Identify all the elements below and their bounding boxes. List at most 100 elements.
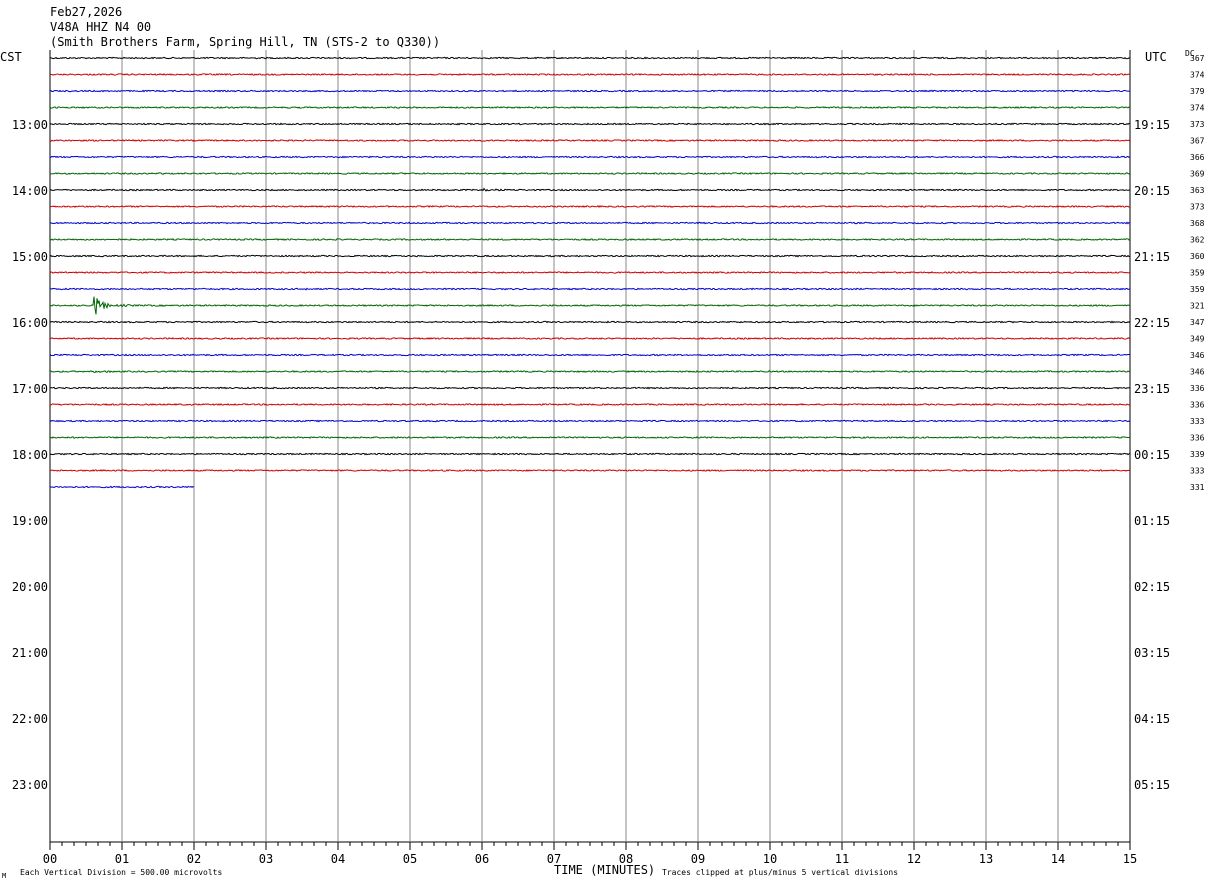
grid xyxy=(49,50,1131,850)
right-hour-label: 02:15 xyxy=(1134,580,1170,594)
x-tick-label: 13 xyxy=(979,852,993,866)
x-axis-title: TIME (MINUTES) xyxy=(554,863,655,877)
seismic-trace xyxy=(49,56,1131,60)
dc-offset-label: 339 xyxy=(1190,450,1205,459)
seismic-trace xyxy=(49,172,1131,175)
left-hour-label: 15:00 xyxy=(12,250,48,264)
left-hour-label: 19:00 xyxy=(12,514,48,528)
dc-offset-label: 347 xyxy=(1190,318,1205,327)
right-hour-label: 23:15 xyxy=(1134,382,1170,396)
dc-offset-label: 360 xyxy=(1190,252,1205,261)
seismic-trace xyxy=(49,403,1131,406)
seismic-trace xyxy=(49,221,1131,225)
left-hour-label: 14:00 xyxy=(12,184,48,198)
x-tick-label: 02 xyxy=(187,852,201,866)
left-hour-label: 22:00 xyxy=(12,712,48,726)
dc-offset-label: 346 xyxy=(1190,368,1205,377)
seismic-trace xyxy=(49,485,195,489)
x-tick-label: 00 xyxy=(43,852,57,866)
right-hour-label: 19:15 xyxy=(1134,118,1170,132)
seismic-trace xyxy=(49,436,1131,439)
dc-offset-label: 333 xyxy=(1190,417,1205,426)
x-tick-label: 04 xyxy=(331,852,345,866)
left-hour-label: 16:00 xyxy=(12,316,48,330)
date-label: Feb27,2026 xyxy=(50,5,122,19)
seismic-trace xyxy=(49,89,1131,93)
dc-offset-label: 367 xyxy=(1190,54,1205,63)
right-hour-label: 20:15 xyxy=(1134,184,1170,198)
x-tick-label: 14 xyxy=(1051,852,1065,866)
dc-offset-label: 333 xyxy=(1190,467,1205,476)
x-tick-label: 09 xyxy=(691,852,705,866)
right-hour-label: 21:15 xyxy=(1134,250,1170,264)
dc-offset-label: 379 xyxy=(1190,87,1205,96)
channel-label: V48A HHZ N4 00 xyxy=(50,20,151,34)
left-hour-label: 13:00 xyxy=(12,118,48,132)
left-hour-label: 21:00 xyxy=(12,646,48,660)
dc-offset-label: 373 xyxy=(1190,203,1205,212)
dc-offset-label: 321 xyxy=(1190,302,1205,311)
right-hour-label: 05:15 xyxy=(1134,778,1170,792)
x-tick-label: 15 xyxy=(1123,852,1137,866)
seismic-trace xyxy=(49,122,1131,126)
right-timezone-label: UTC xyxy=(1145,50,1167,64)
seismic-trace xyxy=(49,386,1131,390)
x-tick-label: 05 xyxy=(403,852,417,866)
right-hour-label: 00:15 xyxy=(1134,448,1170,462)
seismic-trace xyxy=(49,254,1131,258)
corner-mark: M xyxy=(2,872,6,880)
left-hour-label: 20:00 xyxy=(12,580,48,594)
dc-offset-label: 331 xyxy=(1190,483,1205,492)
x-tick-label: 11 xyxy=(835,852,849,866)
seismic-trace xyxy=(49,419,1131,423)
right-hour-label: 04:15 xyxy=(1134,712,1170,726)
right-hour-label: 03:15 xyxy=(1134,646,1170,660)
seismic-trace xyxy=(49,287,1131,291)
x-tick-label: 06 xyxy=(475,852,489,866)
dc-offset-label: 359 xyxy=(1190,285,1205,294)
dc-offset-label: 369 xyxy=(1190,170,1205,179)
seismic-trace xyxy=(49,271,1131,274)
x-tick-label: 08 xyxy=(619,852,633,866)
seismic-trace xyxy=(49,139,1131,142)
seismic-trace xyxy=(49,469,1131,472)
seismic-trace xyxy=(50,205,1131,209)
left-timezone-label: CST xyxy=(0,50,22,64)
dc-offset-label: 374 xyxy=(1190,71,1205,80)
x-tick-label: 03 xyxy=(259,852,273,866)
seismic-trace xyxy=(49,452,1131,456)
x-tick-label: 01 xyxy=(115,852,129,866)
left-hour-label: 23:00 xyxy=(12,778,48,792)
dc-header-label: DC xyxy=(1185,49,1195,58)
dc-offset-label: 349 xyxy=(1190,335,1205,344)
dc-offset-label: 374 xyxy=(1190,104,1205,113)
dc-offset-label: 336 xyxy=(1190,401,1205,410)
seismic-trace xyxy=(49,370,1131,374)
seismic-trace xyxy=(49,320,1131,324)
seismic-trace xyxy=(49,155,1131,159)
dc-offset-label: 373 xyxy=(1190,120,1205,129)
dc-offset-label: 336 xyxy=(1190,434,1205,443)
seismic-trace xyxy=(49,238,1131,241)
x-tick-label: 12 xyxy=(907,852,921,866)
seismic-trace xyxy=(49,187,1131,192)
dc-offset-label: 368 xyxy=(1190,219,1205,228)
dc-offset-label: 362 xyxy=(1190,236,1205,245)
dc-offset-label: 359 xyxy=(1190,269,1205,278)
left-hour-label: 18:00 xyxy=(12,448,48,462)
station-label: (Smith Brothers Farm, Spring Hill, TN (S… xyxy=(50,35,440,49)
dc-offset-label: 336 xyxy=(1190,384,1205,393)
clip-note: Traces clipped at plus/minus 5 vertical … xyxy=(662,868,898,877)
dc-offset-label: 366 xyxy=(1190,153,1205,162)
seismic-trace xyxy=(49,353,1131,357)
seismic-trace xyxy=(49,337,1131,340)
dc-offset-label: 363 xyxy=(1190,186,1205,195)
trace-group xyxy=(49,56,1131,489)
axis-labels: 00 01 02 03 04 05 06 07 08 09 10 11 12 13 14 15 13:00 14:… xyxy=(12,54,1205,866)
right-hour-label: 01:15 xyxy=(1134,514,1170,528)
dc-offset-label: 346 xyxy=(1190,351,1205,360)
x-tick-label: 10 xyxy=(763,852,777,866)
x-tick-label: 07 xyxy=(547,852,561,866)
seismic-trace xyxy=(49,106,1131,109)
